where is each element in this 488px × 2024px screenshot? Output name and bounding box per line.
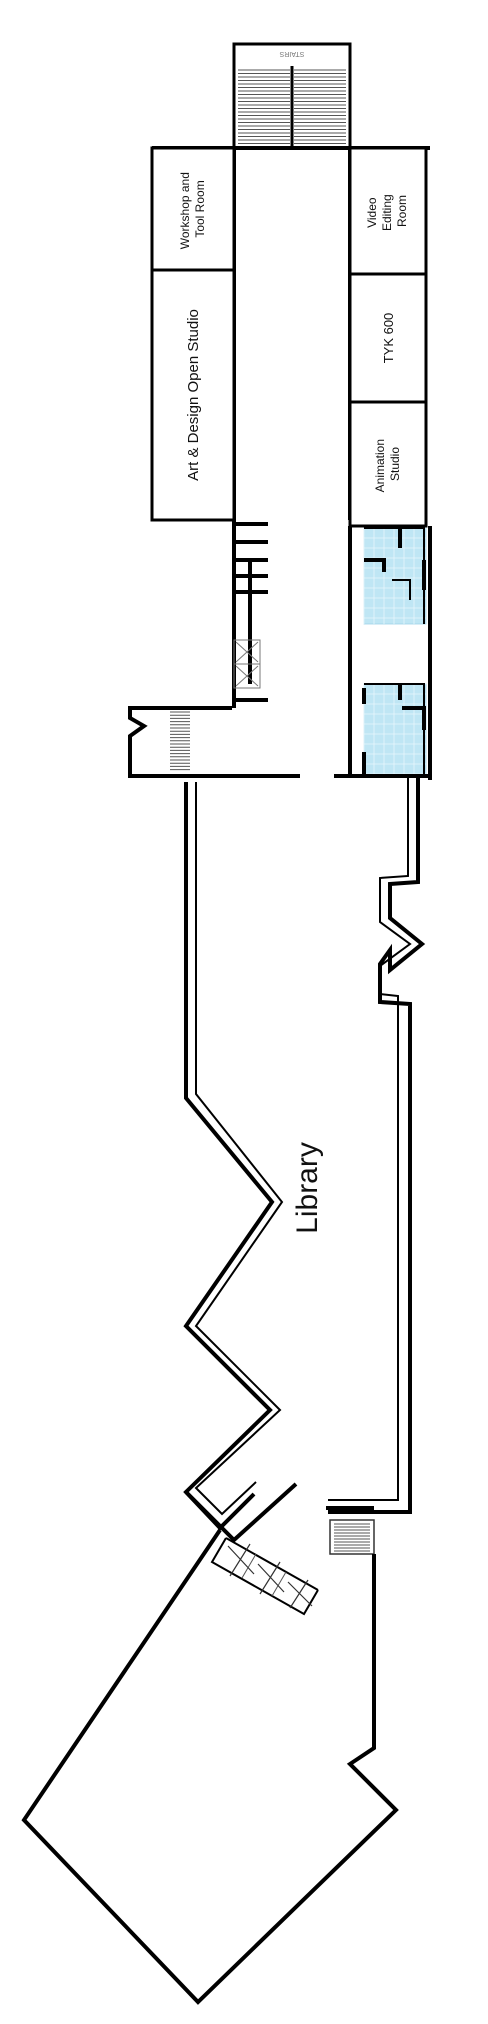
tyk600-label: TYK 600 (381, 313, 396, 364)
lower-section (21, 1528, 399, 2005)
workshop-label-line1: Workshop and (178, 172, 192, 249)
library-walls (183, 778, 426, 1543)
workshop-label-line2: Tool Room (193, 180, 207, 237)
art-design-label: Art & Design Open Studio (185, 309, 202, 481)
room-workshop[interactable]: Workshop and Tool Room (150, 146, 236, 272)
animation-label-line2: Studio (388, 447, 402, 481)
restroom-lower[interactable] (362, 683, 427, 777)
video-label-line3: Room (395, 195, 409, 227)
svg-text:Workshop and Tool Room: Workshop and Tool Room (178, 169, 207, 250)
library-label: Library (291, 1142, 324, 1234)
top-stairwell: STAIRS (232, 42, 352, 150)
side-stairwell (128, 706, 232, 778)
room-animation-studio[interactable]: Animation Studio (348, 400, 428, 528)
elevator-lower-icon (233, 663, 261, 689)
video-label-line1: Video (365, 197, 379, 228)
elevator-bank-icon (227, 1543, 313, 1609)
room-art-design-studio[interactable]: Art & Design Open Studio (150, 268, 236, 522)
svg-text:Video Editing Room: Video Editing Room (365, 191, 409, 231)
room-tyk600[interactable]: TYK 600 (348, 272, 428, 404)
elevator-upper-icon (233, 639, 261, 665)
svg-text:Animation Studio: Animation Studio (373, 436, 402, 493)
animation-label-line1: Animation (373, 439, 387, 492)
stairs-label: STAIRS (279, 50, 304, 57)
video-label-line2: Editing (380, 194, 394, 231)
room-video-editing[interactable]: Video Editing Room (348, 146, 428, 276)
bottom-stair (329, 1519, 375, 1555)
restroom-upper[interactable] (363, 527, 427, 625)
